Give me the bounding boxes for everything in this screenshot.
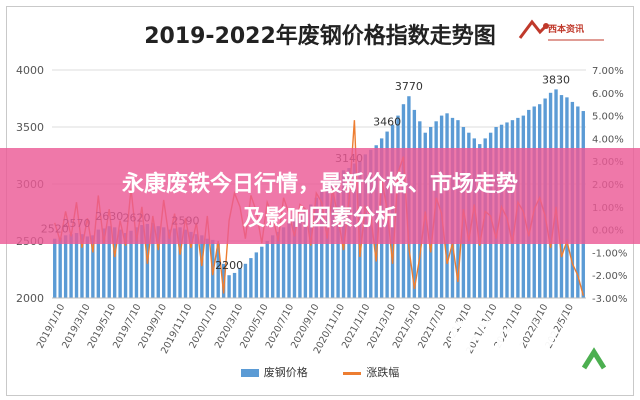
bar [281, 227, 286, 298]
bar [200, 235, 204, 298]
bar [63, 235, 68, 298]
bar [254, 252, 259, 298]
legend-swatch-change [343, 371, 362, 375]
bar [183, 229, 188, 298]
data-label: 3830 [542, 73, 570, 86]
bar [243, 263, 248, 298]
bar [58, 237, 62, 298]
y-tick-label-right: -3.00% [592, 294, 627, 305]
legend-label-price: 废钢价格 [263, 366, 308, 379]
data-label: 3770 [395, 80, 423, 93]
bar [221, 263, 226, 298]
y-tick-label-right: 4.00% [592, 134, 624, 145]
brand-logo [518, 19, 604, 41]
legend-swatch-price [240, 369, 259, 377]
bar [162, 227, 166, 298]
bar [156, 226, 160, 298]
bar [189, 231, 193, 298]
bar [320, 190, 324, 298]
bar [292, 218, 297, 298]
bar [69, 234, 73, 298]
bar [102, 228, 106, 298]
bar [232, 272, 237, 298]
bar [216, 243, 220, 298]
bar [298, 213, 302, 298]
bar [287, 222, 291, 298]
bar [303, 209, 308, 298]
bar [118, 229, 122, 298]
bar [265, 241, 269, 298]
y-tick-label-left: 4000 [16, 64, 44, 77]
bar [112, 227, 117, 298]
headline-line-2: 及影响因素分析 [242, 206, 397, 231]
y-tick-label-right: 6.00% [592, 89, 624, 100]
bar [260, 246, 264, 298]
bar [178, 227, 182, 298]
data-label: 2200 [215, 259, 243, 272]
bar [74, 233, 79, 298]
bar [205, 238, 209, 298]
bar [107, 226, 111, 298]
y-tick-label-left: 3500 [16, 121, 44, 134]
bar [140, 225, 144, 298]
bar [270, 235, 275, 298]
bar [314, 197, 318, 298]
watermark-text: HUISHOUREN [506, 378, 599, 391]
bar [91, 235, 95, 298]
y-tick-label-right: 7.00% [592, 66, 624, 77]
bar [172, 228, 177, 298]
bar [167, 229, 171, 298]
bar [85, 236, 90, 298]
chart-title: 2019-2022年废钢价格指数走势图 [144, 24, 496, 49]
chart-legend: 废钢价格 涨跌幅 [0, 364, 640, 380]
bar [276, 231, 280, 298]
headline-banner [0, 148, 640, 244]
bar [227, 275, 231, 298]
bar [96, 229, 101, 298]
bar [53, 238, 57, 298]
bar [80, 234, 84, 298]
y-tick-label-right: -1.00% [592, 248, 627, 259]
legend-label-change: 涨跌幅 [366, 366, 400, 379]
y-tick-label-right: 5.00% [592, 112, 624, 123]
brand-name: 西本资讯 [548, 25, 585, 35]
bar [309, 204, 313, 298]
bar [123, 233, 128, 298]
bar [249, 258, 253, 298]
bar [129, 230, 133, 298]
y-tick-label-right: -2.00% [592, 271, 627, 282]
bar [151, 222, 155, 298]
bar [134, 227, 139, 298]
bar [238, 268, 242, 298]
legend-item-change: 涨跌幅 [343, 364, 399, 380]
bar [194, 234, 199, 298]
y-tick-label-left: 2000 [16, 292, 44, 305]
watermark-logo [451, 318, 618, 373]
legend-item-price: 废钢价格 [240, 364, 308, 380]
headline-line-1: 永康废铁今日行情，最新价格、市场走势 [121, 172, 518, 197]
data-label: 3460 [373, 116, 401, 129]
